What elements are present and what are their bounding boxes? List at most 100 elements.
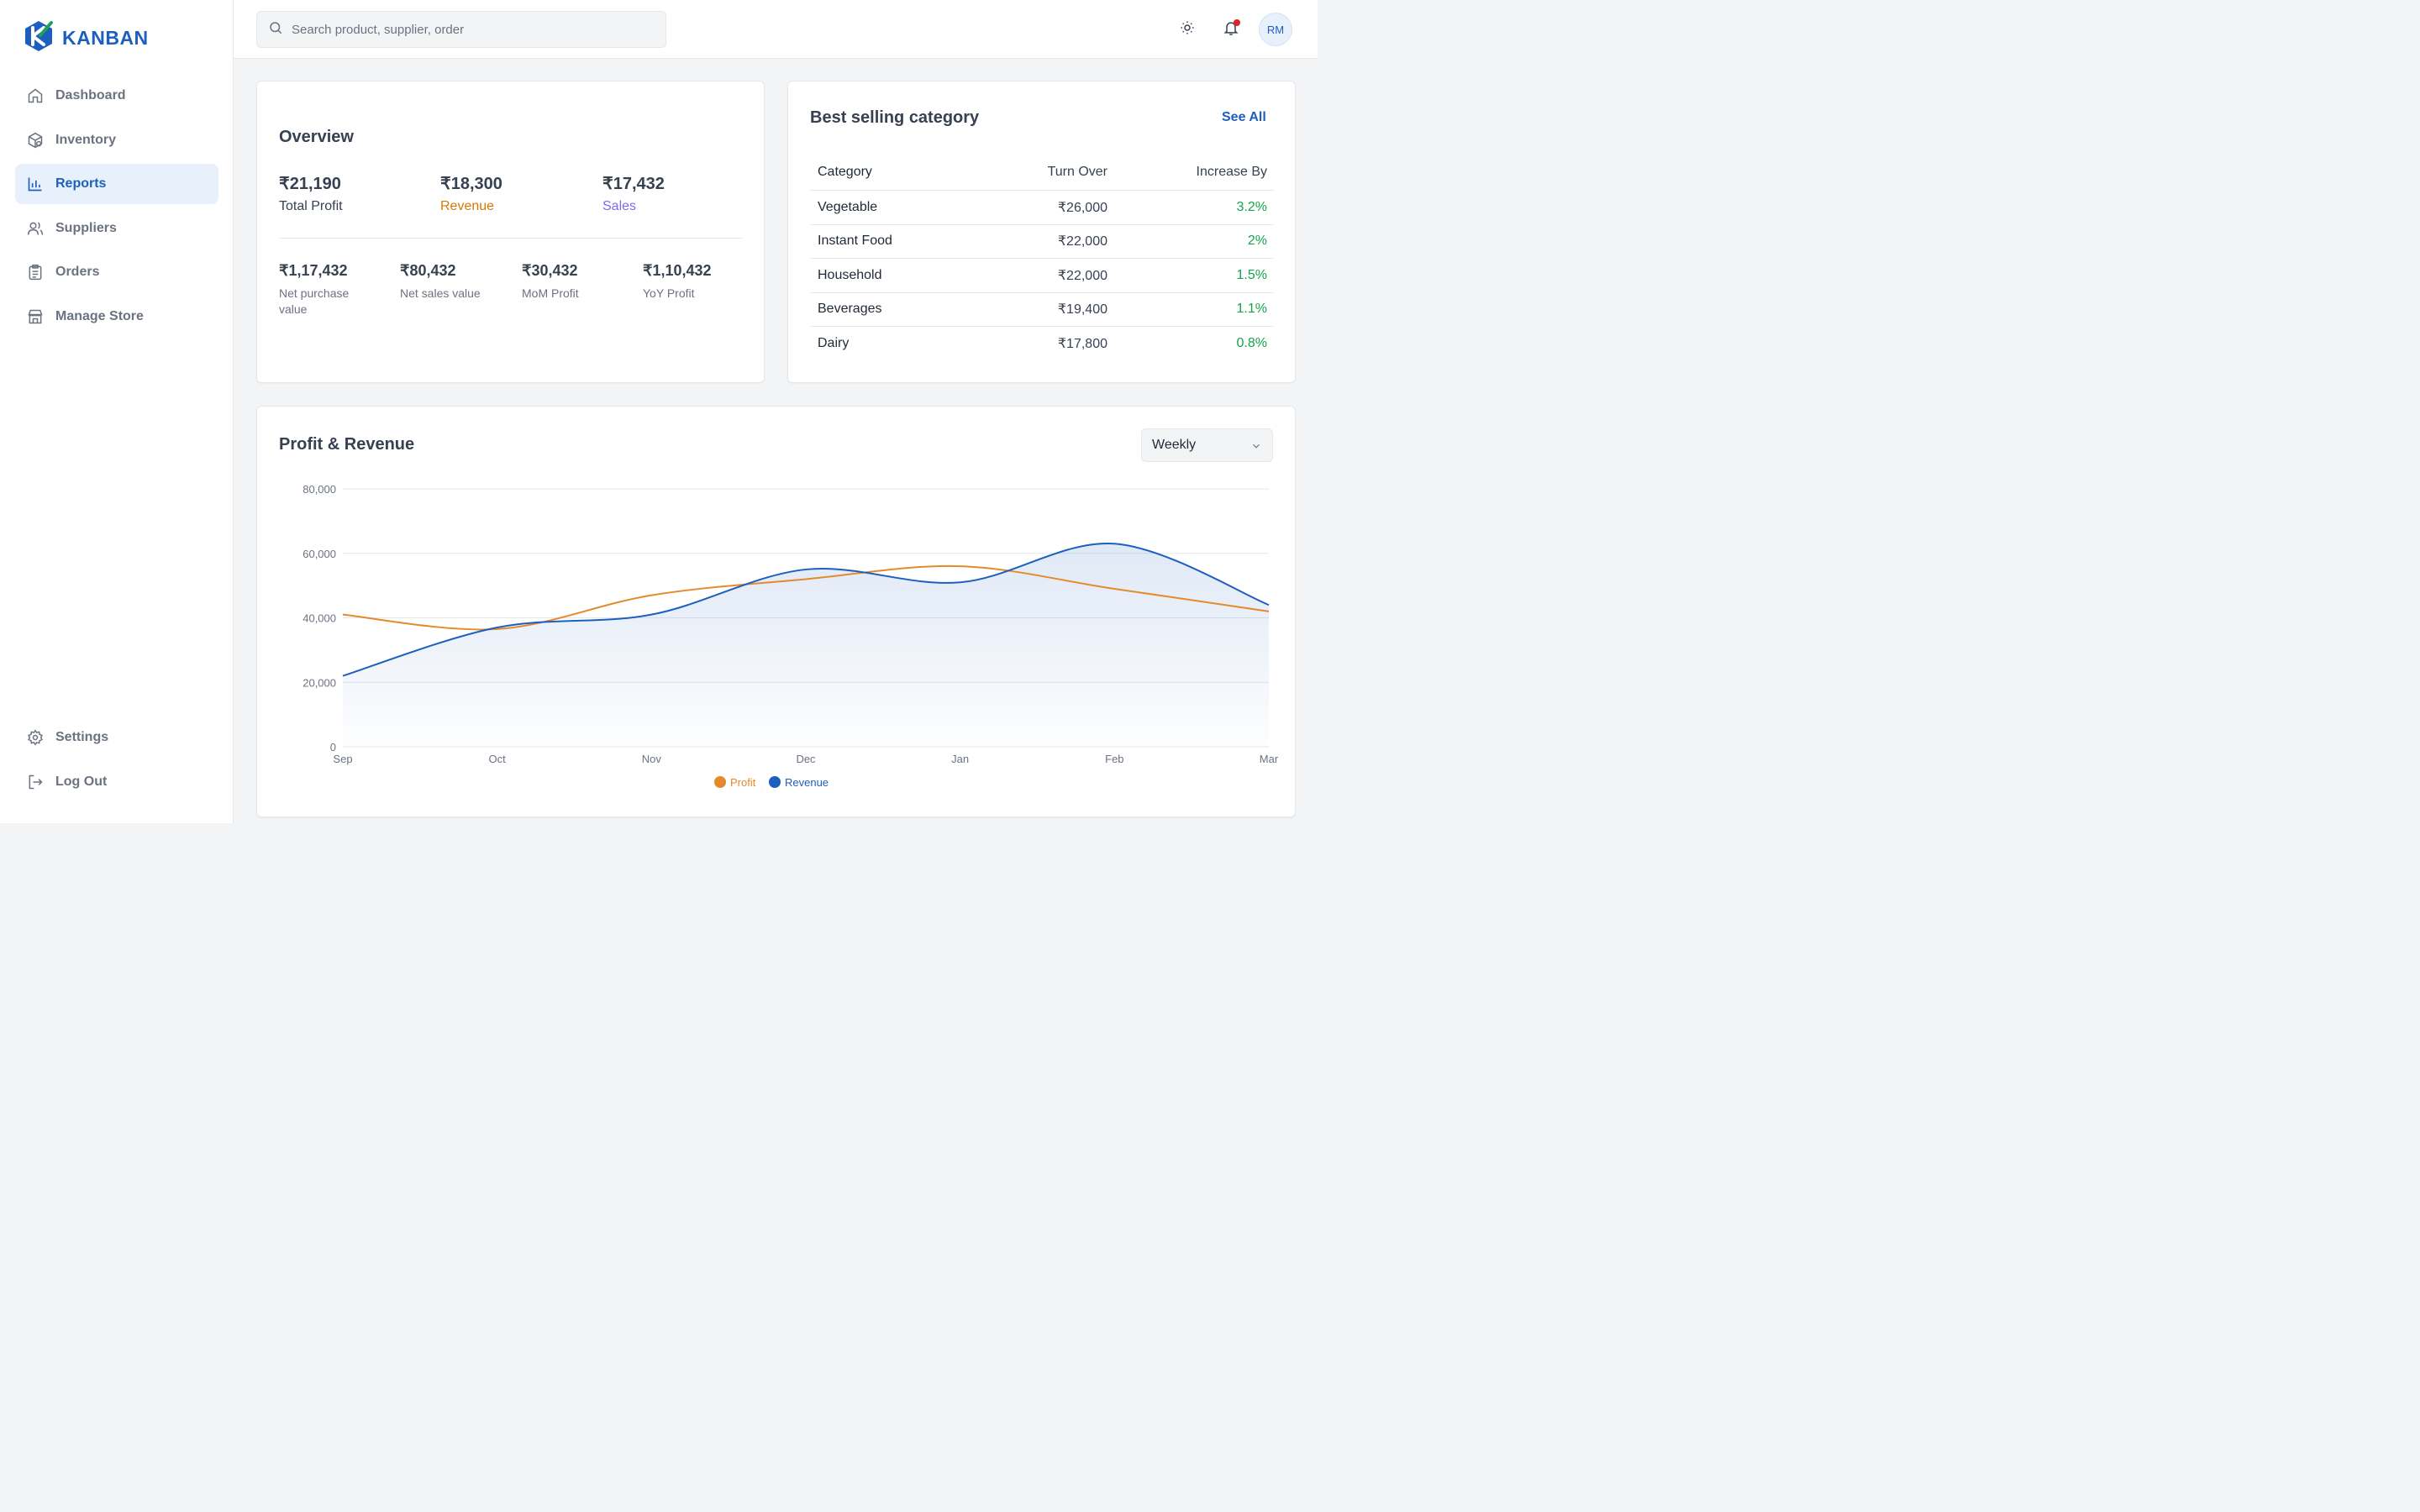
best-selling-card: Best selling category See All Category T… bbox=[787, 81, 1296, 383]
sidebar-item-label: Orders bbox=[55, 265, 100, 279]
legend-profit-marker bbox=[714, 776, 726, 788]
package-icon bbox=[27, 132, 44, 149]
revenue-point bbox=[496, 626, 499, 629]
profit-point bbox=[1267, 610, 1270, 613]
sidebar-item-dashboard[interactable]: Dashboard bbox=[15, 76, 218, 116]
clipboard-icon bbox=[27, 264, 44, 281]
sidebar-item-label: Settings bbox=[55, 730, 109, 744]
profit-point bbox=[650, 594, 653, 597]
x-tick-label: Oct bbox=[489, 753, 507, 765]
table-row[interactable]: Dairy ₹17,800 0.8% bbox=[810, 327, 1274, 361]
search-input[interactable] bbox=[292, 22, 644, 37]
profit-point bbox=[959, 564, 962, 568]
profit-point bbox=[804, 577, 808, 580]
revenue-label: Revenue bbox=[440, 199, 495, 213]
notifications-button[interactable] bbox=[1221, 19, 1241, 39]
yoy-profit-value: ₹1,10,432 bbox=[643, 262, 712, 279]
overview-divider bbox=[279, 238, 742, 239]
search-box[interactable] bbox=[256, 11, 666, 48]
topbar: RM bbox=[234, 0, 1318, 59]
sidebar-item-logout[interactable]: Log Out bbox=[15, 762, 218, 802]
sidebar: KANBAN Dashboard Inventory Reports Suppl… bbox=[0, 0, 234, 823]
turnover-cell: ₹19,400 bbox=[1057, 302, 1107, 318]
mom-profit-label: MoM Profit bbox=[522, 286, 579, 300]
sidebar-item-label: Manage Store bbox=[55, 308, 144, 323]
column-header-category: Category bbox=[818, 164, 872, 179]
profit-revenue-card: Profit & Revenue Weekly 0 20,000 40,000 60,… bbox=[256, 406, 1296, 817]
sidebar-item-label: Log Out bbox=[55, 774, 108, 789]
table-row[interactable]: Beverages ₹19,400 1.1% bbox=[810, 293, 1274, 327]
y-tick-label: 20,000 bbox=[302, 676, 336, 689]
table-row[interactable]: Instant Food ₹22,000 2% bbox=[810, 225, 1274, 259]
profit-point bbox=[341, 613, 345, 617]
revenue-point bbox=[341, 675, 345, 678]
increase-cell: 3.2% bbox=[1236, 199, 1267, 214]
increase-cell: 1.1% bbox=[1236, 302, 1267, 317]
bar-chart-icon bbox=[27, 176, 44, 192]
sidebar-item-suppliers[interactable]: Suppliers bbox=[15, 208, 218, 249]
category-cell: Dairy bbox=[818, 336, 850, 351]
x-tick-label: Dec bbox=[796, 753, 816, 765]
mom-profit-value: ₹30,432 bbox=[522, 262, 578, 279]
legend-profit-label: Profit bbox=[730, 776, 756, 789]
turnover-cell: ₹22,000 bbox=[1057, 268, 1107, 283]
sidebar-item-settings[interactable]: Settings bbox=[15, 717, 218, 758]
column-header-turnover: Turn Over bbox=[1047, 164, 1107, 179]
revenue-point bbox=[804, 568, 808, 571]
gear-icon bbox=[27, 729, 44, 746]
increase-cell: 0.8% bbox=[1236, 336, 1267, 351]
overview-title: Overview bbox=[279, 128, 354, 146]
profit-series-line bbox=[342, 564, 1270, 631]
search-icon bbox=[268, 20, 283, 39]
sun-icon bbox=[1180, 20, 1195, 39]
column-header-increase: Increase By bbox=[1196, 164, 1267, 179]
legend-revenue-marker bbox=[769, 776, 781, 788]
increase-cell: 2% bbox=[1247, 234, 1267, 249]
x-tick-label: Feb bbox=[1105, 753, 1123, 765]
sidebar-bottom-nav: Settings Log Out bbox=[15, 717, 218, 806]
turnover-cell: ₹22,000 bbox=[1057, 234, 1107, 249]
y-tick-label: 60,000 bbox=[302, 548, 336, 560]
best-selling-table: Category Turn Over Increase By Vegetable… bbox=[810, 154, 1274, 361]
store-icon bbox=[27, 308, 44, 325]
brand-logo[interactable]: KANBAN bbox=[24, 20, 149, 56]
net-sales-label: Net sales value bbox=[400, 286, 481, 300]
y-tick-label: 0 bbox=[330, 741, 336, 753]
sales-label: Sales bbox=[602, 199, 637, 213]
chevron-down-icon bbox=[1250, 440, 1262, 456]
increase-cell: 1.5% bbox=[1236, 267, 1267, 282]
x-tick-label: Nov bbox=[642, 753, 662, 765]
legend-revenue-label: Revenue bbox=[785, 776, 829, 789]
x-tick-label: Jan bbox=[951, 753, 969, 765]
logout-icon bbox=[27, 774, 44, 790]
revenue-area bbox=[343, 543, 1269, 747]
table-row[interactable]: Household ₹22,000 1.5% bbox=[810, 259, 1274, 293]
home-icon bbox=[27, 87, 44, 104]
revenue-point bbox=[650, 613, 653, 617]
turnover-cell: ₹17,800 bbox=[1057, 337, 1107, 352]
sidebar-item-reports[interactable]: Reports bbox=[15, 164, 218, 204]
overview-card: Overview ₹21,190 Total Profit ₹18,300 Re… bbox=[256, 81, 765, 383]
theme-toggle-button[interactable] bbox=[1177, 19, 1197, 39]
net-purchase-value: ₹1,17,432 bbox=[279, 262, 348, 279]
sidebar-item-orders[interactable]: Orders bbox=[15, 252, 218, 292]
profit-revenue-chart: 0 20,000 40,000 60,000 80,000 Sep Oct Nov Dec Jan… bbox=[302, 483, 1279, 789]
total-profit-value: ₹21,190 bbox=[279, 175, 341, 193]
revenue-value: ₹18,300 bbox=[440, 175, 502, 193]
total-profit-label: Total Profit bbox=[279, 199, 343, 213]
sidebar-item-label: Inventory bbox=[55, 132, 117, 147]
sidebar-item-manage-store[interactable]: Manage Store bbox=[15, 297, 218, 337]
sidebar-item-inventory[interactable]: Inventory bbox=[15, 120, 218, 160]
x-tick-label: Mar bbox=[1260, 753, 1279, 765]
sidebar-nav: Dashboard Inventory Reports Suppliers Or… bbox=[15, 76, 218, 340]
y-tick-label: 40,000 bbox=[302, 612, 336, 625]
period-select[interactable]: Weekly bbox=[1141, 428, 1273, 462]
see-all-link[interactable]: See All bbox=[1222, 110, 1266, 124]
yoy-profit-label: YoY Profit bbox=[643, 286, 695, 300]
category-cell: Vegetable bbox=[818, 199, 878, 214]
x-tick-label: Sep bbox=[333, 753, 352, 765]
brand-name: KANBAN bbox=[62, 27, 149, 49]
table-row[interactable]: Vegetable ₹26,000 3.2% bbox=[810, 191, 1274, 225]
avatar[interactable]: RM bbox=[1259, 13, 1292, 46]
period-select-value: Weekly bbox=[1152, 438, 1197, 452]
